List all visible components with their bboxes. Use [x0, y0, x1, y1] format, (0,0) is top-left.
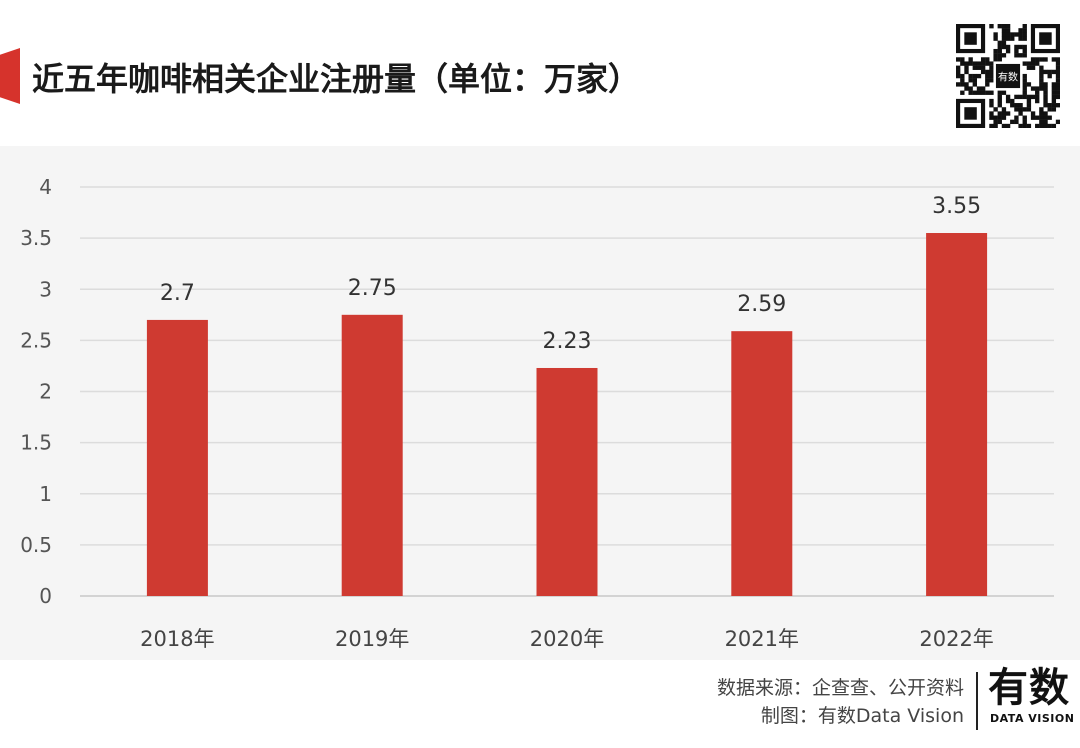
- y-tick-label: 2.5: [20, 328, 52, 352]
- y-tick-label: 4: [39, 175, 52, 199]
- bar: [536, 367, 598, 596]
- data-label: 2.23: [543, 329, 592, 354]
- data-label: 2.59: [737, 292, 786, 317]
- y-tick-label: 0: [39, 584, 52, 608]
- footer-divider: [976, 672, 978, 730]
- credit-line: 制图：有数Data Vision: [760, 705, 964, 727]
- y-tick-label: 1.5: [20, 431, 52, 455]
- bar: [731, 331, 793, 596]
- bar: [146, 319, 208, 596]
- bar: [341, 314, 403, 596]
- y-tick-label: 1: [39, 482, 52, 506]
- y-tick-label: 3: [39, 277, 52, 301]
- data-label: 2.7: [160, 281, 195, 306]
- bar-chart: 0 0.5 1 1.5 2 2.5 3 3.5 4 2.7 2018年 2.75 2019年 2.23 20…: [20, 175, 1054, 651]
- header: 近五年咖啡相关企业注册量（单位：万家） 有数: [0, 0, 1080, 146]
- footer: 数据来源：企查查、公开资料 制图：有数Data Vision 有数 DATA V…: [0, 660, 1080, 748]
- x-tick-label: 2021年: [725, 627, 799, 651]
- qr-code[interactable]: 有数: [956, 24, 1060, 128]
- y-tick-label: 2: [39, 380, 52, 404]
- y-tick-label: 3.5: [20, 226, 52, 250]
- x-tick-label: 2018年: [140, 627, 214, 651]
- page-title: 近五年咖啡相关企业注册量（单位：万家）: [32, 60, 641, 98]
- title-accent-bar: [0, 48, 20, 104]
- y-tick-label: 0.5: [20, 533, 52, 557]
- brand-logo-subtext: DATA VISION: [990, 712, 1075, 725]
- brand-logo: 有数: [988, 665, 1070, 711]
- chart-panel: 0 0.5 1 1.5 2 2.5 3 3.5 4 2.7 2018年 2.75 2019年 2.23 20…: [0, 146, 1080, 660]
- x-tick-label: 2020年: [530, 627, 604, 651]
- source-line: 数据来源：企查查、公开资料: [716, 677, 964, 699]
- bar: [926, 233, 988, 596]
- data-label: 2.75: [348, 276, 397, 301]
- source-note: 数据来源：企查查、公开资料 制图：有数Data Vision: [717, 674, 964, 730]
- x-tick-label: 2022年: [919, 627, 993, 651]
- qr-center-logo: 有数: [998, 71, 1018, 84]
- data-label: 3.55: [932, 194, 981, 219]
- x-tick-label: 2019年: [335, 627, 409, 651]
